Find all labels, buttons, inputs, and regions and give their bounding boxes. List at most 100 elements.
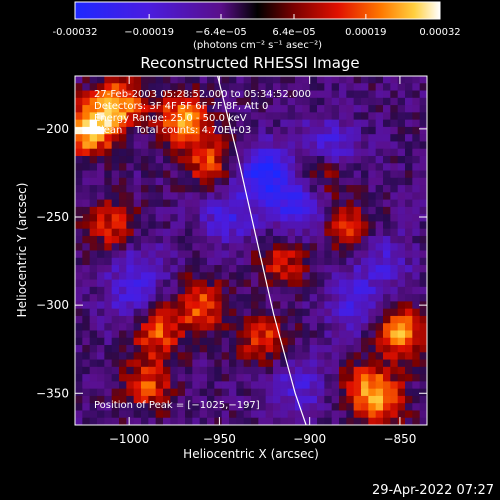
heatmap-cell: [104, 112, 113, 121]
heatmap-cell: [185, 345, 193, 353]
heatmap-cell: [207, 97, 215, 106]
heatmap-cell: [177, 359, 186, 368]
heatmap-cell: [75, 141, 83, 150]
heatmap-cell: [361, 228, 369, 237]
heatmap-cell: [177, 257, 186, 266]
heatmap-cell: [258, 395, 267, 404]
heatmap-cell: [207, 395, 215, 404]
heatmap-cell: [148, 170, 157, 179]
heatmap-cell: [126, 163, 135, 172]
heatmap-cell: [346, 366, 355, 375]
heatmap-cell: [353, 330, 362, 339]
heatmap-cell: [82, 345, 91, 353]
heatmap-cell: [163, 388, 171, 397]
heatmap-cell: [229, 228, 237, 237]
heatmap-cell: [119, 199, 127, 208]
heatmap-cell: [163, 112, 171, 121]
heatmap-cell: [163, 119, 171, 128]
heatmap-cell: [251, 388, 259, 397]
heatmap-cell: [324, 388, 333, 397]
heatmap-cell: [177, 185, 186, 193]
heatmap-cell: [302, 403, 311, 412]
heatmap-cell: [287, 388, 296, 397]
heatmap-cell: [419, 221, 427, 230]
heatmap-cell: [243, 337, 252, 346]
heatmap-cell: [163, 97, 171, 106]
heatmap-cell: [331, 214, 340, 223]
heatmap-cell: [412, 105, 421, 113]
heatmap-cell: [309, 228, 318, 237]
heatmap-cell: [287, 272, 296, 281]
heatmap-cell: [104, 76, 113, 84]
heatmap-cell: [243, 272, 252, 281]
heatmap-cell: [214, 97, 223, 106]
heatmap-cell: [133, 134, 142, 143]
heatmap-cell: [324, 294, 333, 302]
heatmap-cell: [302, 352, 311, 361]
heatmap-cell: [280, 235, 289, 244]
heatmap-cell: [397, 221, 406, 230]
heatmap-cell: [265, 155, 274, 164]
heatmap-cell: [221, 221, 230, 230]
heatmap-cell: [170, 76, 179, 84]
heatmap-cell: [148, 163, 157, 172]
heatmap-cell: [419, 235, 427, 244]
heatmap-cell: [265, 265, 274, 273]
heatmap-cell: [75, 272, 83, 281]
heatmap-cell: [214, 112, 223, 121]
colorbar-gradient: [74, 1, 441, 20]
heatmap-cell: [317, 403, 325, 412]
heatmap-cell: [104, 272, 113, 281]
heatmap-cell: [317, 163, 325, 172]
heatmap-cell: [89, 359, 98, 368]
heatmap-cell: [302, 410, 311, 419]
heatmap-cell: [89, 410, 98, 419]
heatmap-cell: [185, 112, 193, 121]
heatmap-cell: [383, 315, 391, 324]
heatmap-cell: [397, 330, 406, 339]
heatmap-cell: [265, 286, 274, 295]
heatmap-cell: [221, 323, 230, 332]
heatmap-cell: [280, 403, 289, 412]
heatmap-cell: [331, 83, 340, 92]
heatmap-cell: [273, 155, 281, 164]
heatmap-cell: [133, 265, 142, 273]
heatmap-cell: [324, 148, 333, 157]
heatmap-cell: [302, 243, 311, 252]
heatmap-cell: [214, 214, 223, 223]
heatmap-cell: [331, 90, 340, 99]
heatmap-cell: [185, 366, 193, 375]
heatmap-cell: [111, 228, 120, 237]
heatmap-cell: [331, 206, 340, 215]
heatmap-cell: [258, 417, 267, 425]
heatmap-cell: [412, 155, 421, 164]
heatmap-cell: [295, 345, 303, 353]
heatmap-cell: [375, 315, 384, 324]
heatmap-cell: [207, 345, 215, 353]
heatmap-cell: [221, 410, 230, 419]
heatmap-cell: [221, 352, 230, 361]
heatmap-cell: [236, 243, 245, 252]
heatmap-cell: [141, 155, 149, 164]
heatmap-cell: [89, 395, 98, 404]
heatmap-cell: [214, 345, 223, 353]
heatmap-cell: [126, 330, 135, 339]
heatmap-cell: [346, 177, 355, 186]
heatmap-cell: [75, 170, 83, 179]
heatmap-cell: [361, 90, 369, 99]
heatmap-cell: [390, 352, 399, 361]
heatmap-cell: [412, 286, 421, 295]
heatmap-cell: [339, 352, 347, 361]
heatmap-cell: [331, 330, 340, 339]
heatmap-cell: [317, 323, 325, 332]
heatmap-cell: [273, 206, 281, 215]
heatmap-cell: [331, 410, 340, 419]
heatmap-cell: [243, 105, 252, 113]
heatmap-cell: [280, 279, 289, 288]
heatmap-cell: [192, 330, 201, 339]
heatmap-cell: [89, 403, 98, 412]
heatmap-cell: [199, 141, 208, 150]
heatmap-cell: [368, 294, 377, 302]
heatmap-cell: [375, 388, 384, 397]
heatmap-cell: [170, 155, 179, 164]
